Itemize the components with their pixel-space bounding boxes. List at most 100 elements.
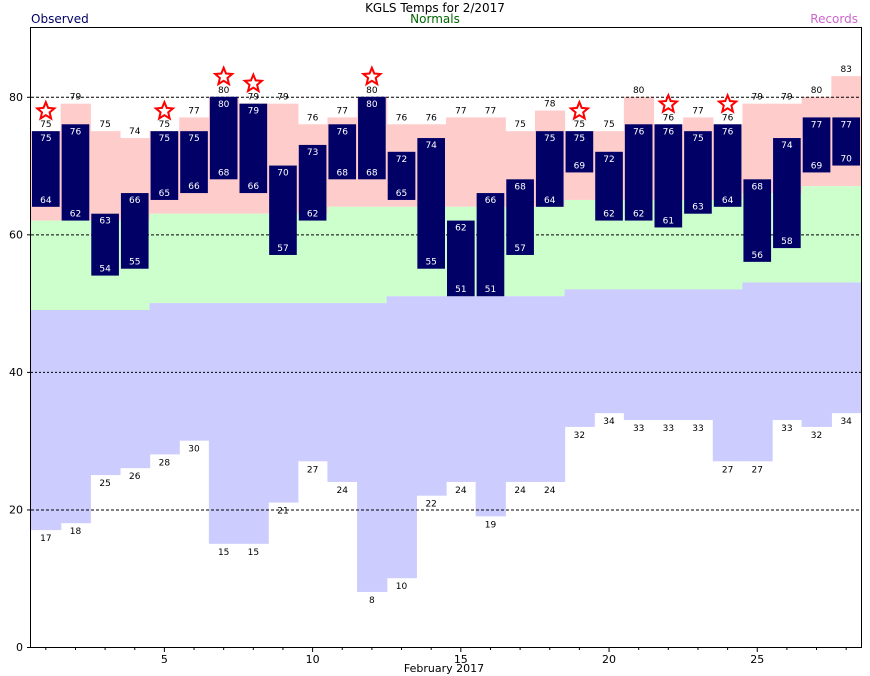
record-high-label: 76 (722, 113, 734, 123)
record-low-label: 32 (811, 431, 822, 441)
observed-low-label: 57 (514, 244, 525, 254)
record-high-label: 77 (485, 106, 496, 116)
observed-bar (713, 124, 742, 207)
record-low-band (149, 303, 180, 455)
observed-high-label: 68 (514, 182, 526, 192)
record-low-label: 22 (425, 500, 436, 510)
record-high-label: 80 (633, 86, 645, 96)
observed-low-label: 69 (574, 161, 586, 171)
observed-bar (624, 124, 653, 221)
record-high-label: 79 (70, 93, 82, 103)
normal-band (60, 220, 91, 310)
record-low-label: 30 (188, 445, 200, 455)
record-low-band (238, 303, 269, 544)
observed-bar (595, 151, 623, 221)
observed-bar (743, 179, 772, 262)
observed-bar (209, 96, 238, 180)
record-star (212, 65, 235, 87)
observed-low-label: 65 (396, 189, 407, 199)
record-star (242, 72, 265, 94)
observed-high-label: 74 (781, 141, 793, 151)
record-low-band (801, 282, 832, 427)
normal-band (31, 220, 62, 310)
record-low-band (831, 282, 862, 414)
observed-bar (32, 131, 60, 207)
record-low-band (564, 289, 595, 427)
observed-low-label: 68 (366, 168, 378, 178)
observed-high-label: 73 (307, 148, 318, 158)
observed-high-label: 75 (40, 134, 51, 144)
record-low-band (357, 303, 388, 592)
observed-bar (150, 131, 179, 200)
observed-bar (120, 193, 149, 269)
record-high-label: 75 (99, 120, 110, 130)
record-low-band (90, 309, 121, 476)
observed-low-label: 64 (40, 196, 52, 206)
record-low-band (505, 296, 536, 482)
observed-low-label: 61 (663, 216, 674, 226)
record-high-label: 76 (307, 113, 319, 123)
value-labels: 75 64 75 17 76 62 79 18 63 54 75 25 66 55 74 26 75 65 75 28… (40, 65, 852, 606)
record-high-label: 75 (159, 120, 170, 130)
observed-bar (358, 96, 386, 180)
record-low-band (623, 289, 655, 421)
y-tick-label: 0 (16, 641, 23, 654)
x-tick-label: 15 (454, 653, 468, 666)
observed-low-label: 58 (781, 237, 793, 247)
observed-bar (802, 117, 831, 173)
record-low-band (712, 289, 744, 462)
record-low-label: 10 (396, 582, 408, 592)
observed-high-label: 76 (70, 127, 82, 137)
record-low-label: 28 (159, 458, 171, 468)
normal-band (712, 199, 744, 290)
normal-band (208, 213, 240, 304)
observed-low-label: 64 (544, 196, 556, 206)
record-low-band (297, 303, 329, 462)
record-low-label: 18 (70, 527, 82, 537)
observed-bar (535, 131, 564, 207)
record-high-label: 76 (396, 113, 408, 123)
observed-bar (328, 124, 357, 180)
observed-low-label: 62 (307, 210, 318, 220)
observed-high-label: 77 (811, 120, 822, 130)
record-stars (34, 65, 739, 121)
observed-high-label: 75 (692, 134, 703, 144)
chart-title: KGLS Temps for 2/2017 (365, 1, 505, 15)
observed-low-label: 55 (425, 258, 436, 268)
record-low-label: 27 (722, 465, 733, 475)
record-low-band (119, 309, 151, 469)
observed-bar (180, 131, 208, 194)
normal-band (238, 213, 269, 304)
observed-low-label: 65 (159, 189, 170, 199)
record-low-label: 32 (574, 431, 585, 441)
observed-low-label: 63 (692, 203, 703, 213)
record-low-band (594, 289, 625, 414)
record-high-label: 80 (811, 86, 823, 96)
legend-normals: Normals (410, 12, 460, 26)
record-high-label: 74 (129, 127, 141, 137)
record-high-label: 78 (544, 100, 556, 110)
observed-low-label: 56 (752, 251, 764, 261)
x-tick-label: 5 (161, 653, 168, 666)
record-star (568, 99, 591, 121)
record-high-band (446, 117, 477, 207)
y-tick-label: 80 (9, 91, 23, 104)
observed-low-label: 51 (455, 285, 466, 295)
observed-low-label: 62 (603, 210, 614, 220)
observed-high-label: 76 (663, 127, 675, 137)
normal-band (179, 213, 210, 304)
record-low-label: 8 (369, 596, 375, 606)
record-low-label: 21 (277, 507, 288, 517)
record-high-label: 79 (277, 93, 289, 103)
observed-low-label: 62 (633, 210, 644, 220)
record-high-label: 80 (218, 86, 230, 96)
observed-bar (654, 124, 683, 228)
record-high-label: 79 (248, 93, 260, 103)
observed-bar (387, 151, 416, 200)
record-low-band (386, 296, 417, 579)
record-low-label: 26 (129, 472, 141, 482)
observed-bars (32, 96, 860, 297)
record-high-band (475, 117, 506, 207)
record-low-label: 27 (307, 465, 318, 475)
